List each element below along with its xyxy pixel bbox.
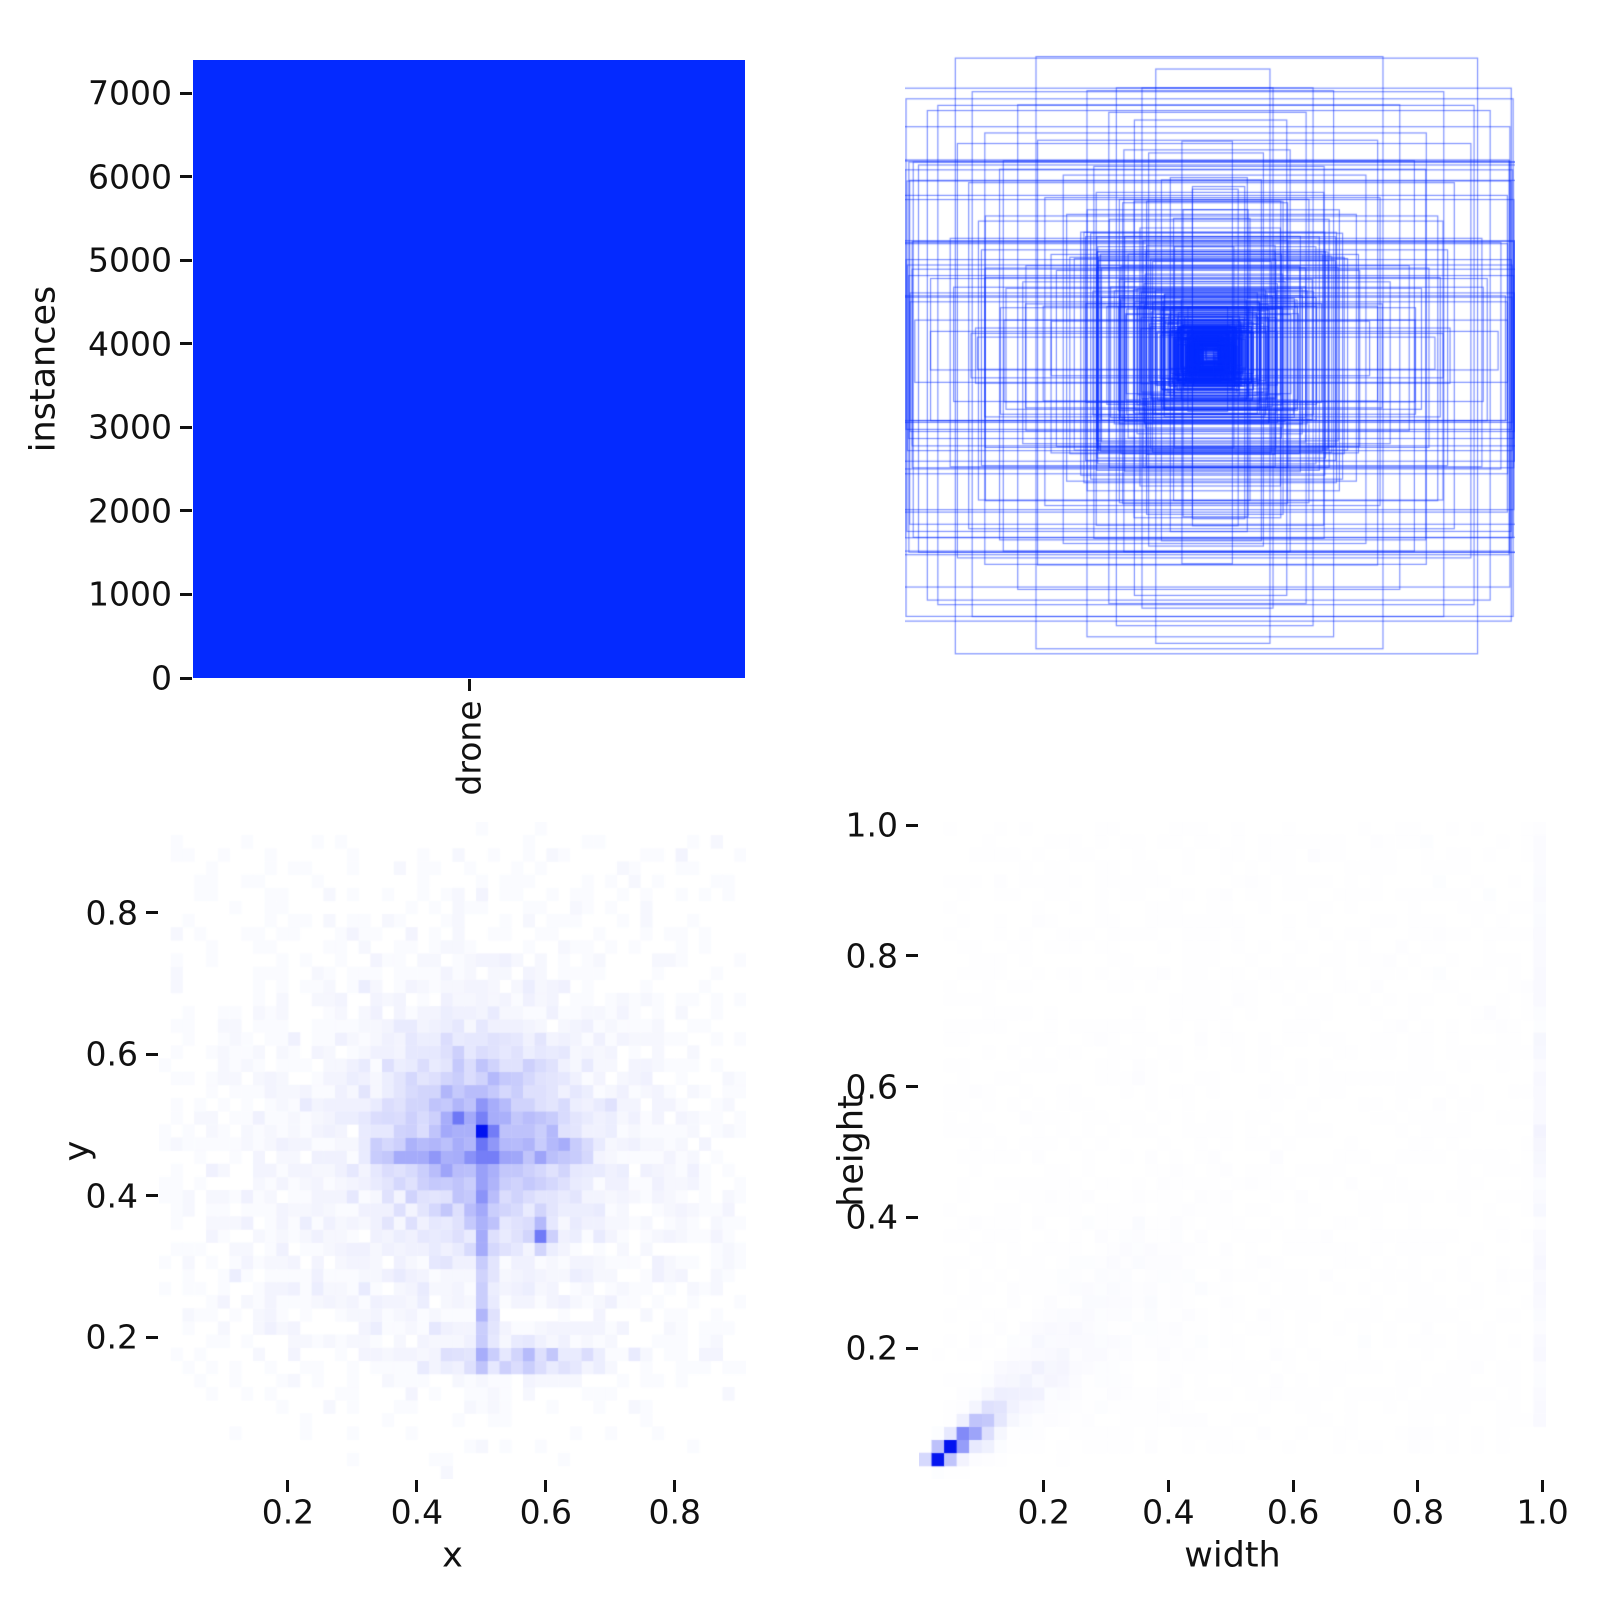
y-tick-label: 3000 xyxy=(88,407,172,447)
y-tick-mark xyxy=(906,1085,918,1089)
x-tick-mark xyxy=(544,1480,548,1492)
drone-instances-bar xyxy=(193,60,745,678)
x-tick-mark xyxy=(1291,1480,1295,1492)
x-tick-label: 0.4 xyxy=(1142,1492,1195,1532)
x-tick-label: 1.0 xyxy=(1516,1492,1569,1532)
y-tick-mark xyxy=(146,1194,158,1198)
xy-density-heatmap-canvas xyxy=(159,822,746,1479)
y-axis-label: y xyxy=(57,1140,98,1161)
y-tick-label: 0.2 xyxy=(85,1317,138,1357)
y-tick-label: 0.8 xyxy=(845,936,898,976)
y-tick-mark xyxy=(180,425,192,429)
y-tick-label: 0.4 xyxy=(85,1176,138,1216)
y-tick-mark xyxy=(180,91,192,95)
x-axis-label: x xyxy=(442,1535,463,1576)
width-axis-label: width xyxy=(1184,1535,1281,1576)
y-tick-label: 1000 xyxy=(88,574,172,614)
x-tick-mark xyxy=(1166,1480,1170,1492)
x-tick-mark xyxy=(415,1480,419,1492)
x-tick-mark xyxy=(286,1480,290,1492)
y-tick-mark xyxy=(146,911,158,915)
y-tick-label: 0.4 xyxy=(845,1197,898,1237)
y-tick-label: 5000 xyxy=(88,240,172,280)
y-tick-mark xyxy=(906,1215,918,1219)
x-tick-label: 0.8 xyxy=(648,1492,701,1532)
x-tick-label: 0.2 xyxy=(261,1492,315,1532)
instances-y-axis-label: instances xyxy=(23,285,64,453)
x-tick-mark xyxy=(1541,1480,1545,1492)
y-tick-mark xyxy=(146,1335,158,1339)
width-height-heatmap-canvas xyxy=(919,822,1546,1479)
y-tick-label: 1.0 xyxy=(845,805,898,845)
x-tick-label: 0.8 xyxy=(1391,1492,1445,1532)
y-tick-label: 0.8 xyxy=(85,893,138,933)
x-tick-label: 0.6 xyxy=(1266,1492,1320,1532)
x-tick-label: 0.6 xyxy=(519,1492,573,1532)
drone-x-tick-mark xyxy=(467,679,471,691)
y-tick-mark xyxy=(146,1052,158,1056)
y-tick-mark xyxy=(906,823,918,827)
y-tick-mark xyxy=(180,258,192,262)
y-tick-label: 0.2 xyxy=(845,1328,898,1368)
y-tick-mark xyxy=(180,509,192,513)
y-tick-mark xyxy=(180,342,192,346)
y-tick-label: 0.6 xyxy=(85,1034,138,1074)
y-tick-mark xyxy=(906,954,918,958)
x-tick-mark xyxy=(1042,1480,1046,1492)
y-tick-label: 0 xyxy=(151,658,172,698)
bounding-boxes-canvas xyxy=(905,55,1515,655)
y-tick-mark xyxy=(180,592,192,596)
drone-x-tick-label: drone xyxy=(449,700,489,796)
x-tick-label: 0.4 xyxy=(390,1492,444,1532)
y-tick-mark xyxy=(180,175,192,179)
y-tick-mark xyxy=(180,676,192,680)
y-tick-label: 6000 xyxy=(88,157,172,197)
y-tick-label: 0.6 xyxy=(845,1067,898,1107)
x-tick-label: 0.2 xyxy=(1017,1492,1070,1532)
x-tick-mark xyxy=(673,1480,677,1492)
y-tick-label: 2000 xyxy=(88,491,172,531)
height-axis-label: height xyxy=(831,1094,872,1207)
y-tick-mark xyxy=(906,1346,918,1350)
y-tick-label: 7000 xyxy=(88,73,172,113)
x-tick-mark xyxy=(1416,1480,1420,1492)
y-tick-label: 4000 xyxy=(88,324,172,364)
